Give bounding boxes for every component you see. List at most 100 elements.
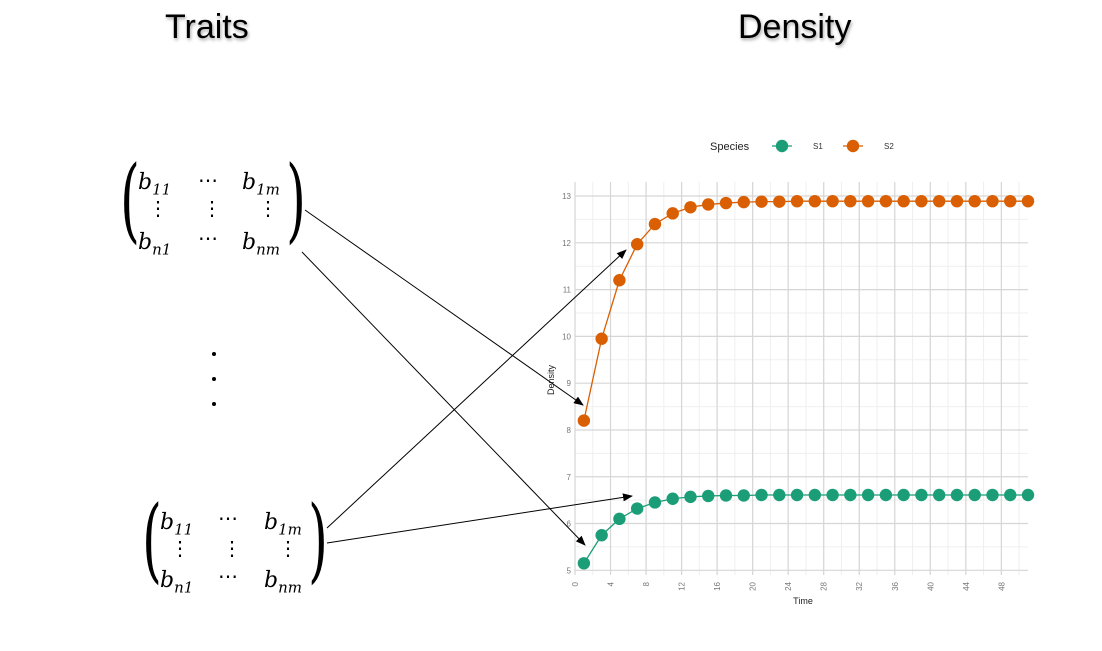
left-paren: (: [142, 486, 162, 593]
data-point-s1: [613, 512, 626, 526]
matrix-cell-b11: b11: [138, 170, 172, 199]
data-point-s2: [737, 195, 750, 209]
matrix-cell-b1m: b1m: [264, 510, 302, 539]
matrix-hdots: ⋯: [198, 168, 218, 192]
matrix-vdots: ⋮: [258, 196, 278, 220]
data-point-s1: [666, 492, 679, 505]
matrix-vdots: ⋮: [170, 536, 190, 560]
matrix-hdots: ⋯: [218, 564, 238, 588]
data-point-s1: [1021, 488, 1035, 502]
y-tick-label: 11: [563, 286, 572, 295]
data-point-s1: [684, 490, 697, 504]
trait-matrix-top: ( ) b11 ⋯ b1m ⋮ ⋮ ⋮ bn1 ⋯ bnm: [120, 154, 310, 260]
data-point-s2: [826, 194, 839, 208]
y-tick-label: 10: [562, 332, 571, 341]
matrix-cell-b11: b11: [160, 510, 194, 539]
x-tick-label: 4: [607, 581, 616, 586]
traits-heading: Traits: [165, 8, 249, 46]
y-tick-label: 8: [567, 426, 572, 435]
data-point-s2: [666, 207, 679, 220]
data-point-s2: [808, 194, 822, 208]
chart-legend: Species S1 S2: [710, 139, 894, 153]
mapping-arrows: [301, 209, 633, 546]
legend-label-s1: S1: [813, 142, 823, 151]
data-point-s2: [861, 194, 875, 208]
x-tick-label: 48: [997, 581, 1006, 590]
x-axis-title: Time: [793, 596, 813, 606]
arrow-top-to-s1: [301, 251, 586, 546]
matrix-cell-bn1: bn1: [138, 230, 172, 259]
data-point-s2: [915, 194, 928, 208]
arrow-bottom-to-s1: [326, 493, 633, 544]
x-tick-label: 20: [749, 581, 758, 590]
data-point-s2: [630, 238, 644, 251]
data-point-s2: [932, 194, 946, 208]
data-point-s2: [719, 196, 733, 210]
matrix-cell-bn1: bn1: [160, 568, 194, 597]
x-tick-label: 8: [642, 581, 651, 586]
y-tick-label: 12: [562, 239, 571, 248]
vertical-ellipsis: [212, 352, 216, 427]
right-paren: ): [308, 486, 328, 593]
legend-title: Species: [710, 141, 750, 153]
data-point-s1: [630, 502, 644, 515]
matrix-hdots: ⋯: [218, 506, 238, 530]
matrix-vdots: ⋮: [202, 196, 222, 220]
data-point-s2: [950, 194, 964, 208]
data-point-s1: [755, 488, 768, 502]
legend-label-s2: S2: [884, 142, 894, 151]
data-point-s1: [844, 488, 857, 502]
data-point-s1: [737, 489, 750, 502]
data-point-s1: [861, 488, 875, 502]
matrix-vdots: ⋮: [278, 536, 298, 560]
data-point-s2: [968, 194, 981, 208]
y-tick-label: 6: [567, 520, 572, 529]
y-tick-label: 5: [567, 566, 572, 575]
data-point-s2: [790, 194, 804, 208]
y-tick-label: 7: [567, 473, 572, 482]
data-point-s1: [773, 488, 786, 502]
x-tick-label: 36: [891, 581, 900, 590]
x-tick-label: 24: [784, 581, 793, 590]
data-point-s2: [986, 194, 999, 208]
data-point-s2: [702, 198, 715, 211]
data-point-s2: [648, 217, 662, 231]
data-point-s2: [755, 195, 768, 208]
data-point-s1: [950, 488, 964, 502]
arrow-top-to-s2: [304, 209, 584, 406]
legend-swatch-marker: [775, 139, 789, 153]
data-point-s2: [1004, 194, 1017, 208]
matrix-cell-b1m: b1m: [242, 170, 280, 199]
data-point-s2: [613, 274, 626, 287]
matrix-vdots: ⋮: [148, 196, 168, 220]
data-point-s2: [879, 194, 893, 208]
trait-matrix-bottom: ( ) b11 ⋯ b1m ⋮ ⋮ ⋮ bn1 ⋯ bnm: [142, 494, 332, 600]
legend-swatch-marker: [846, 139, 860, 153]
data-point-s1: [897, 488, 910, 502]
density-heading: Density: [738, 8, 852, 46]
y-axis-title: Density: [546, 364, 556, 395]
data-point-s1: [1004, 488, 1017, 502]
data-point-s2: [577, 414, 591, 427]
data-point-s2: [773, 195, 786, 208]
data-point-s1: [915, 488, 928, 502]
left-paren: (: [120, 146, 140, 253]
x-tick-label: 0: [571, 581, 580, 586]
data-point-s1: [595, 529, 608, 542]
data-point-s1: [879, 488, 893, 502]
data-point-s1: [719, 489, 733, 502]
y-tick-label: 13: [562, 192, 571, 201]
data-point-s1: [577, 557, 591, 570]
x-tick-label: 12: [678, 581, 687, 590]
x-tick-label: 32: [855, 581, 864, 590]
data-point-s1: [702, 489, 715, 503]
data-point-s1: [808, 488, 822, 502]
matrix-vdots: ⋮: [222, 536, 242, 560]
data-point-s2: [844, 194, 857, 208]
right-paren: ): [286, 146, 306, 253]
data-point-s1: [968, 488, 981, 502]
x-tick-label: 28: [820, 581, 829, 590]
data-point-s1: [932, 488, 946, 502]
data-point-s2: [1021, 194, 1035, 208]
